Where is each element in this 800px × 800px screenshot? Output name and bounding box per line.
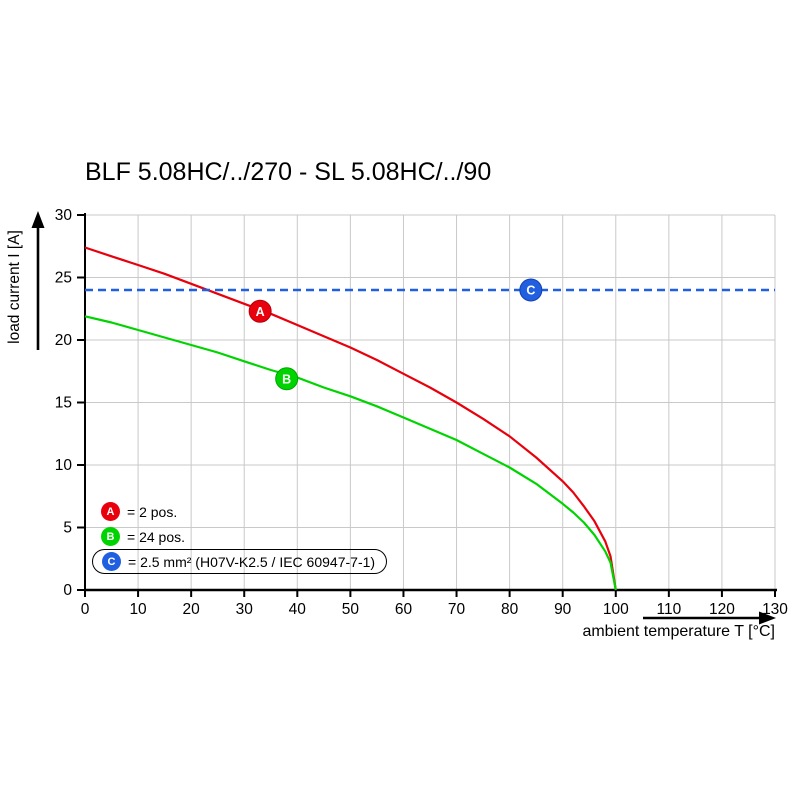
- legend-marker-b-icon: B: [101, 527, 120, 546]
- legend-row-c: C = 2.5 mm² (H07V-K2.5 / IEC 60947-7-1): [92, 549, 388, 574]
- svg-text:C: C: [526, 284, 535, 298]
- legend-row-a: A = 2 pos.: [92, 499, 387, 524]
- legend-marker-c-icon: C: [102, 552, 121, 571]
- svg-text:120: 120: [709, 601, 735, 618]
- svg-text:70: 70: [448, 601, 466, 618]
- svg-text:30: 30: [55, 207, 73, 224]
- grid: [85, 214, 776, 590]
- svg-text:5: 5: [63, 520, 72, 537]
- marker-A: A: [248, 299, 272, 323]
- tick-labels: 0 10 20 30 40 50 60 70 80 90 100 110 120 130 0 5 10 15 20 2…: [55, 207, 789, 618]
- svg-text:10: 10: [129, 601, 147, 618]
- chart-title: BLF 5.08HC/../270 - SL 5.08HC/../90: [85, 158, 492, 186]
- legend-label-a: = 2 pos.: [127, 503, 178, 520]
- x-axis-label: ambient temperature T [°C]: [582, 623, 775, 640]
- series-B: [84, 315, 617, 591]
- legend-row-b: B = 24 pos.: [92, 524, 387, 549]
- svg-text:B: B: [282, 372, 291, 386]
- legend: A = 2 pos. B = 24 pos. C = 2.5 mm² (H07V…: [92, 499, 388, 574]
- svg-text:A: A: [256, 305, 265, 319]
- svg-text:40: 40: [289, 601, 307, 618]
- x-axis-arrow-icon: [759, 611, 776, 625]
- svg-text:80: 80: [501, 601, 519, 618]
- svg-text:30: 30: [236, 601, 254, 618]
- svg-text:10: 10: [55, 457, 73, 474]
- legend-label-c: = 2.5 mm² (H07V-K2.5 / IEC 60947-7-1): [128, 553, 376, 570]
- axes: [77, 213, 777, 597]
- svg-text:110: 110: [656, 601, 681, 618]
- svg-text:25: 25: [55, 270, 72, 287]
- svg-text:130: 130: [762, 601, 788, 618]
- svg-text:90: 90: [554, 601, 572, 618]
- svg-text:60: 60: [395, 601, 413, 618]
- svg-text:0: 0: [81, 601, 90, 618]
- marker-B: B: [275, 367, 299, 391]
- svg-text:15: 15: [55, 395, 72, 412]
- y-axis-arrow-icon: [31, 211, 45, 228]
- svg-text:20: 20: [55, 332, 73, 349]
- axis-arrows: [31, 211, 776, 625]
- svg-text:0: 0: [63, 582, 72, 599]
- legend-label-b: = 24 pos.: [127, 528, 185, 545]
- legend-marker-a-icon: A: [101, 502, 120, 521]
- marker-C: C: [519, 278, 543, 302]
- svg-text:50: 50: [342, 601, 360, 618]
- y-axis-label: load current I [A]: [6, 230, 23, 344]
- svg-text:20: 20: [183, 601, 201, 618]
- series-A: [84, 246, 617, 591]
- svg-text:100: 100: [603, 601, 629, 618]
